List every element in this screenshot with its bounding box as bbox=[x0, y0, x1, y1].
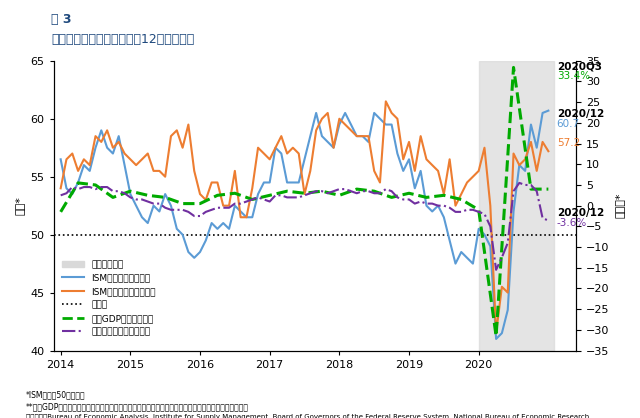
Y-axis label: 指数*: 指数* bbox=[15, 196, 25, 215]
Text: **实际GDP增长率为相较于前一个季度的百分比变化，工业生产指数为同比增长，按年率进行季节性调整: **实际GDP增长率为相较于前一个季度的百分比变化，工业生产指数为同比增长，按年… bbox=[26, 402, 248, 411]
Text: 数据来源：Bureau of Economic Analysis, Institute for Supply Management, Board of Gove: 数据来源：Bureau of Economic Analysis, Instit… bbox=[26, 413, 589, 418]
Text: 60.7: 60.7 bbox=[557, 119, 580, 129]
Bar bbox=[479, 61, 554, 351]
Text: 33.4%: 33.4% bbox=[557, 71, 590, 82]
Text: 2020Q3: 2020Q3 bbox=[557, 61, 602, 71]
Text: -3.6%: -3.6% bbox=[557, 218, 587, 228]
Y-axis label: 百分比*: 百分比* bbox=[615, 193, 625, 219]
Text: 2020/12: 2020/12 bbox=[557, 208, 604, 218]
Text: 制造业指数、工业生产指数12月持续上升: 制造业指数、工业生产指数12月持续上升 bbox=[51, 33, 195, 46]
Text: 57.2: 57.2 bbox=[557, 138, 580, 148]
Legend: 经济危机时期, ISM制造业指数（左）, ISM非制造业指数（左）, 枯荣线, 实际GDP增长率（右）, 工业生产指数同比（右）: 经济危机时期, ISM制造业指数（左）, ISM非制造业指数（左）, 枯荣线, … bbox=[58, 256, 160, 340]
Text: 图 3: 图 3 bbox=[51, 13, 72, 25]
Text: *ISM值高于50表示扩张: *ISM值高于50表示扩张 bbox=[26, 391, 85, 400]
Text: 2020/12: 2020/12 bbox=[557, 109, 604, 119]
